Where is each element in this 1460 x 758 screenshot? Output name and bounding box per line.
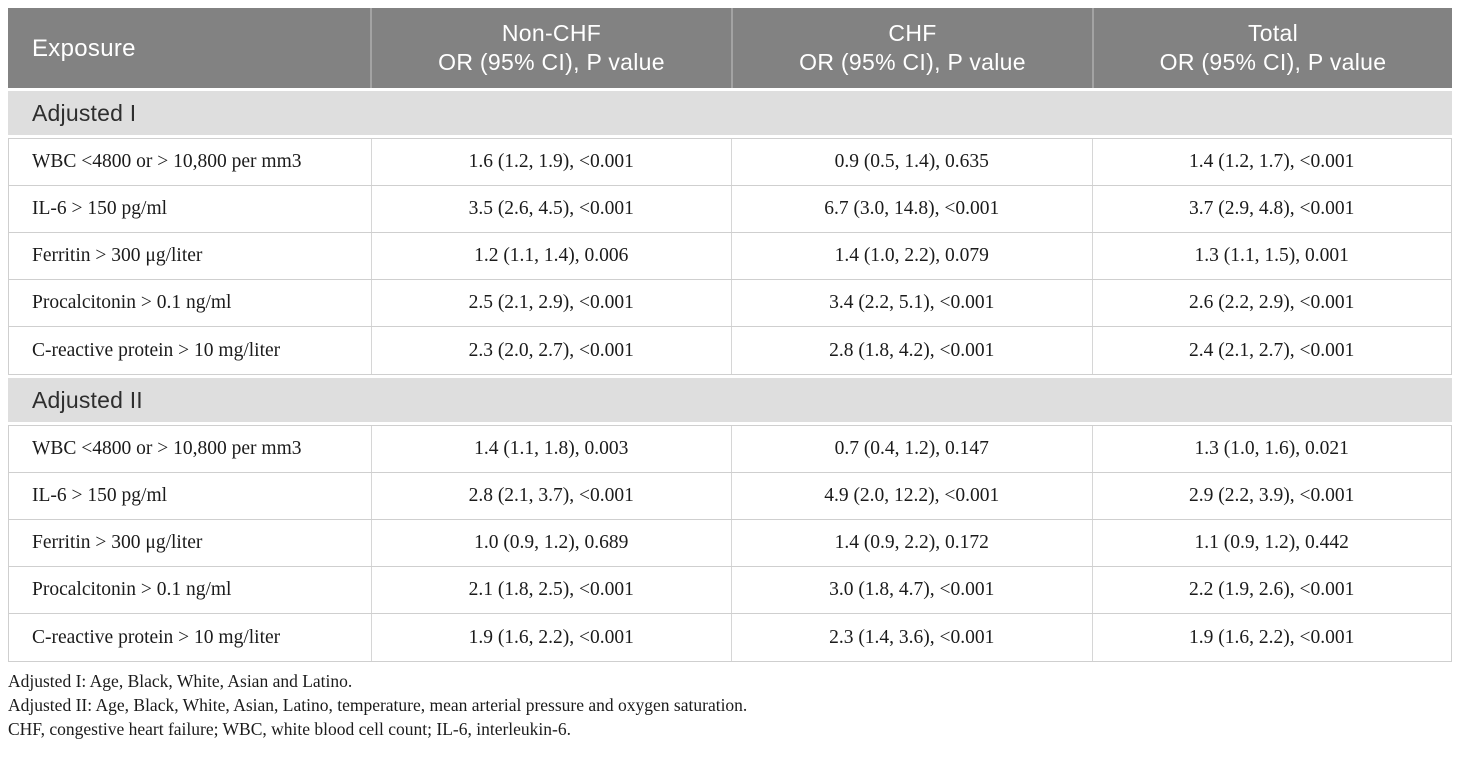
total-cell: 1.3 (1.0, 1.6), 0.021	[1091, 426, 1451, 472]
table-row: IL-6 > 150 pg/ml 3.5 (2.6, 4.5), <0.001 …	[9, 186, 1451, 233]
chf-cell: 0.7 (0.4, 1.2), 0.147	[731, 426, 1092, 472]
footnote-adjusted-1: Adjusted I: Age, Black, White, Asian and…	[8, 671, 353, 691]
total-cell: 2.6 (2.2, 2.9), <0.001	[1091, 280, 1451, 326]
exposure-cell: C-reactive protein > 10 mg/liter	[32, 626, 281, 648]
total-cell: 1.9 (1.6, 2.2), <0.001	[1091, 614, 1451, 661]
exposure-cell: IL-6 > 150 pg/ml	[32, 485, 168, 506]
non-chf-cell: 2.1 (1.8, 2.5), <0.001	[370, 567, 732, 613]
column-header-chf-title: CHF	[888, 20, 937, 46]
non-chf-cell: 1.6 (1.2, 1.9), <0.001	[370, 139, 732, 185]
non-chf-cell: 3.5 (2.6, 4.5), <0.001	[370, 186, 732, 232]
section-label: Adjusted II	[32, 386, 143, 413]
total-cell: 1.1 (0.9, 1.2), 0.442	[1091, 520, 1451, 566]
non-chf-cell: 2.3 (2.0, 2.7), <0.001	[370, 327, 732, 374]
total-cell: 1.4 (1.2, 1.7), <0.001	[1091, 139, 1451, 185]
exposure-cell: Ferritin > 300 μg/liter	[32, 245, 203, 266]
table-row: C-reactive protein > 10 mg/liter 1.9 (1.…	[9, 614, 1451, 661]
table-row: Ferritin > 300 μg/liter 1.0 (0.9, 1.2), …	[9, 520, 1451, 567]
column-header-chf: CHF OR (95% CI), P value	[731, 8, 1092, 88]
exposure-cell: WBC <4800 or > 10,800 per mm3	[32, 438, 302, 459]
table-row: C-reactive protein > 10 mg/liter 2.3 (2.…	[9, 327, 1451, 374]
exposure-cell: WBC <4800 or > 10,800 per mm3	[32, 151, 302, 172]
chf-cell: 0.9 (0.5, 1.4), 0.635	[731, 139, 1092, 185]
exposure-cell: Procalcitonin > 0.1 ng/ml	[32, 292, 232, 313]
section-label: Adjusted I	[32, 99, 137, 126]
column-header-non-chf-title: Non-CHF	[501, 20, 602, 46]
column-header-exposure-label: Exposure	[32, 34, 136, 62]
chf-cell: 1.4 (0.9, 2.2), 0.172	[731, 520, 1092, 566]
exposure-cell: Ferritin > 300 μg/liter	[32, 532, 203, 553]
column-header-total: Total OR (95% CI), P value	[1092, 8, 1452, 88]
table-row: Procalcitonin > 0.1 ng/ml 2.1 (1.8, 2.5)…	[9, 567, 1451, 614]
exposure-cell: C-reactive protein > 10 mg/liter	[32, 339, 281, 361]
non-chf-cell: 1.0 (0.9, 1.2), 0.689	[370, 520, 732, 566]
section-header: Adjusted II	[8, 378, 1452, 422]
total-cell: 1.3 (1.1, 1.5), 0.001	[1091, 233, 1451, 279]
table-row: Ferritin > 300 μg/liter 1.2 (1.1, 1.4), …	[9, 233, 1451, 280]
column-header-total-title: Total	[1247, 20, 1299, 46]
column-header-non-chf: Non-CHF OR (95% CI), P value	[370, 8, 731, 88]
table-row: Procalcitonin > 0.1 ng/ml 2.5 (2.1, 2.9)…	[9, 280, 1451, 327]
exposure-cell: Procalcitonin > 0.1 ng/ml	[32, 579, 232, 600]
table-row: IL-6 > 150 pg/ml 2.8 (2.1, 3.7), <0.001 …	[9, 473, 1451, 520]
total-cell: 2.9 (2.2, 3.9), <0.001	[1091, 473, 1451, 519]
footnote-abbreviations: CHF, congestive heart failure; WBC, whit…	[8, 719, 571, 739]
non-chf-cell: 2.8 (2.1, 3.7), <0.001	[370, 473, 732, 519]
table-row: WBC <4800 or > 10,800 per mm3 1.6 (1.2, …	[9, 139, 1451, 186]
table-body: WBC <4800 or > 10,800 per mm3 1.6 (1.2, …	[8, 138, 1452, 375]
table-row: WBC <4800 or > 10,800 per mm3 1.4 (1.1, …	[9, 426, 1451, 473]
non-chf-cell: 1.2 (1.1, 1.4), 0.006	[370, 233, 732, 279]
chf-cell: 3.0 (1.8, 4.7), <0.001	[731, 567, 1092, 613]
footnote-adjusted-2: Adjusted II: Age, Black, White, Asian, L…	[8, 695, 748, 715]
total-cell: 2.2 (1.9, 2.6), <0.001	[1091, 567, 1451, 613]
chf-cell: 2.3 (1.4, 3.6), <0.001	[731, 614, 1092, 661]
column-header-total-subtitle: OR (95% CI), P value	[1159, 49, 1387, 75]
table-header-row: Exposure Non-CHF OR (95% CI), P value CH…	[8, 8, 1452, 88]
table-sections: Adjusted I WBC <4800 or > 10,800 per mm3…	[8, 91, 1452, 662]
non-chf-cell: 1.4 (1.1, 1.8), 0.003	[370, 426, 732, 472]
table-body: WBC <4800 or > 10,800 per mm3 1.4 (1.1, …	[8, 425, 1452, 662]
table-section: Adjusted II WBC <4800 or > 10,800 per mm…	[8, 378, 1452, 662]
table-footnotes: Adjusted I: Age, Black, White, Asian and…	[8, 662, 1452, 741]
total-cell: 2.4 (2.1, 2.7), <0.001	[1091, 327, 1451, 374]
section-header: Adjusted I	[8, 91, 1452, 135]
column-header-chf-subtitle: OR (95% CI), P value	[799, 49, 1026, 75]
exposure-cell: IL-6 > 150 pg/ml	[32, 198, 168, 219]
chf-cell: 2.8 (1.8, 4.2), <0.001	[731, 327, 1092, 374]
table-section: Adjusted I WBC <4800 or > 10,800 per mm3…	[8, 91, 1452, 375]
total-cell: 3.7 (2.9, 4.8), <0.001	[1091, 186, 1451, 232]
non-chf-cell: 2.5 (2.1, 2.9), <0.001	[370, 280, 732, 326]
chf-cell: 6.7 (3.0, 14.8), <0.001	[731, 186, 1092, 232]
non-chf-cell: 1.9 (1.6, 2.2), <0.001	[370, 614, 732, 661]
chf-cell: 4.9 (2.0, 12.2), <0.001	[731, 473, 1092, 519]
chf-cell: 3.4 (2.2, 5.1), <0.001	[731, 280, 1092, 326]
chf-cell: 1.4 (1.0, 2.2), 0.079	[731, 233, 1092, 279]
column-header-non-chf-subtitle: OR (95% CI), P value	[438, 49, 665, 75]
column-header-exposure: Exposure	[8, 8, 370, 88]
